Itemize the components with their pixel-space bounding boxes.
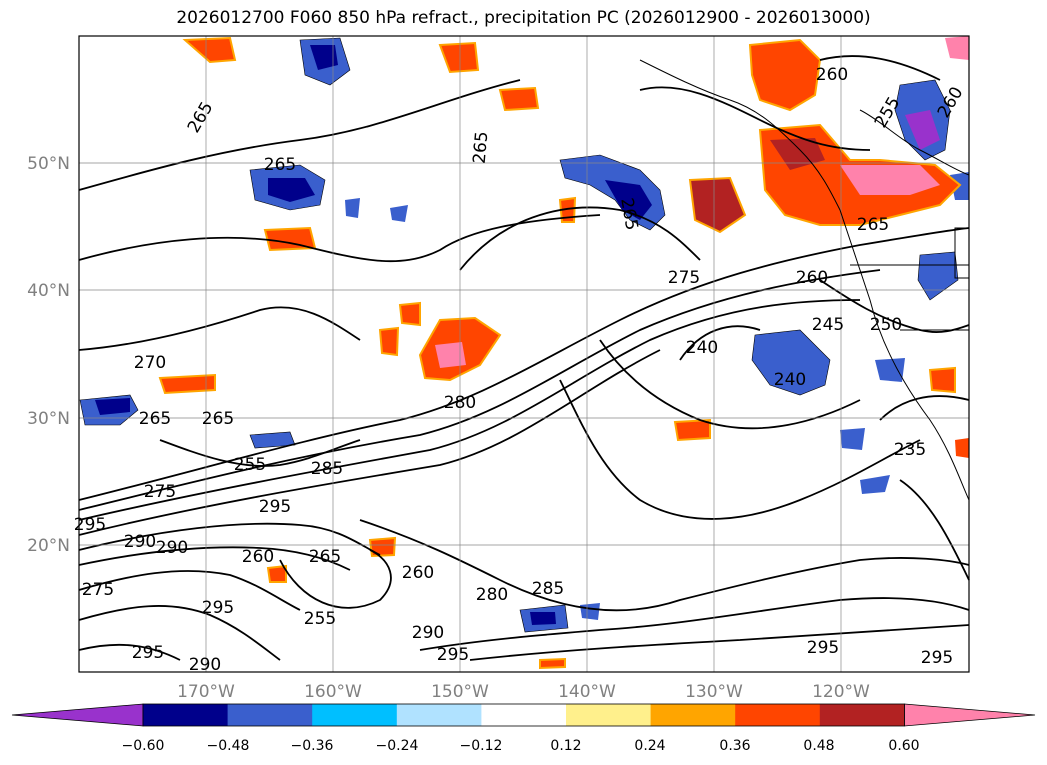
colorbar-segment <box>481 704 567 726</box>
contour-label: 290 <box>189 655 221 675</box>
colorbar-ticks: −0.60 −0.48 −0.36 −0.24 −0.12 0.12 0.24 … <box>122 738 920 754</box>
colorbar-segment <box>566 704 652 726</box>
contour-label: 290 <box>412 623 444 643</box>
colorbar-tick-label: −0.60 <box>122 738 165 754</box>
map-background <box>79 36 969 672</box>
lon-label: 120°W <box>812 682 870 702</box>
contour-label: 295 <box>132 643 164 663</box>
lat-label: 40°N <box>27 281 70 301</box>
contour-label: 260 <box>242 547 274 567</box>
contour-label: 265 <box>857 215 889 235</box>
lon-label: 150°W <box>431 682 489 702</box>
contour-label: 245 <box>812 315 844 335</box>
colorbar-tick-label: −0.36 <box>291 738 334 754</box>
contour-label: 250 <box>870 315 902 335</box>
colorbar-tick-label: 0.12 <box>550 738 581 754</box>
colorbar-tick-label: 0.36 <box>719 738 750 754</box>
contour-label: 260 <box>402 563 434 583</box>
contour-label: 295 <box>259 497 291 517</box>
contour-label: 280 <box>444 393 476 413</box>
colorbar-extend-min <box>11 703 144 727</box>
contour-label: 240 <box>686 338 718 358</box>
colorbar-tick-label: −0.24 <box>376 738 419 754</box>
contour-label: 255 <box>304 609 336 629</box>
colorbar-segment <box>650 704 736 726</box>
colorbar-segment <box>819 704 905 726</box>
contour-label: 290 <box>156 538 188 558</box>
colorbar-tick-label: 0.24 <box>634 738 665 754</box>
colorbar-segment <box>312 704 398 726</box>
colorbar-border <box>142 703 905 727</box>
contour-label: 295 <box>74 515 106 535</box>
contour-label: 275 <box>82 580 114 600</box>
contour-label: 265 <box>202 409 234 429</box>
contour-label: 260 <box>796 268 828 288</box>
contour-label: 265 <box>264 155 296 175</box>
colorbar <box>11 703 1036 727</box>
contour-label: 265 <box>309 547 341 567</box>
map-gridlines <box>79 36 969 672</box>
lon-label: 140°W <box>558 682 616 702</box>
lat-label: 50°N <box>27 154 70 174</box>
lon-label: 160°W <box>304 682 362 702</box>
lon-label: 130°W <box>685 682 743 702</box>
contour-label: 255 <box>234 455 266 475</box>
contour-label: 285 <box>532 579 564 599</box>
map-title: 2026012700 F060 850 hPa refract., precip… <box>176 8 871 28</box>
contour-label: 295 <box>921 648 953 668</box>
map-frame <box>78 35 970 673</box>
contour-label: 265 <box>139 409 171 429</box>
colorbar-extend-max <box>904 703 1036 727</box>
lat-label: 20°N <box>27 536 70 556</box>
contour-label: 240 <box>774 370 806 390</box>
latitude-labels: 50°N 40°N 30°N 20°N <box>27 154 70 556</box>
longitude-labels: 170°W 160°W 150°W 140°W 130°W 120°W <box>177 682 870 702</box>
contour-label: 275 <box>668 268 700 288</box>
colorbar-segment <box>735 704 821 726</box>
contour-label: 295 <box>437 645 469 665</box>
contour-label: 275 <box>144 482 176 502</box>
contour-label: 295 <box>202 598 234 618</box>
lat-label: 30°N <box>27 409 70 429</box>
colorbar-tick-label: 0.60 <box>888 738 919 754</box>
contour-labels: 265 270 265 265 255 275 295 295 290 290 … <box>74 65 968 675</box>
colorbar-tick-label: −0.12 <box>460 738 503 754</box>
lon-label: 170°W <box>177 682 235 702</box>
contour-label: 235 <box>894 440 926 460</box>
contour-label: 265 <box>470 131 493 165</box>
colorbar-tick-label: −0.48 <box>207 738 250 754</box>
colorbar-tick-label: 0.48 <box>803 738 834 754</box>
contour-label: 285 <box>311 459 343 479</box>
colorbar-segment <box>396 704 482 726</box>
precipitation-shading <box>79 36 969 670</box>
contour-label: 260 <box>816 65 848 85</box>
contour-label: 270 <box>134 353 166 373</box>
colorbar-segment <box>227 704 313 726</box>
colorbar-segment <box>143 704 229 726</box>
contour-label: 280 <box>476 585 508 605</box>
contour-label: 295 <box>807 638 839 658</box>
contour-label: 290 <box>124 532 156 552</box>
